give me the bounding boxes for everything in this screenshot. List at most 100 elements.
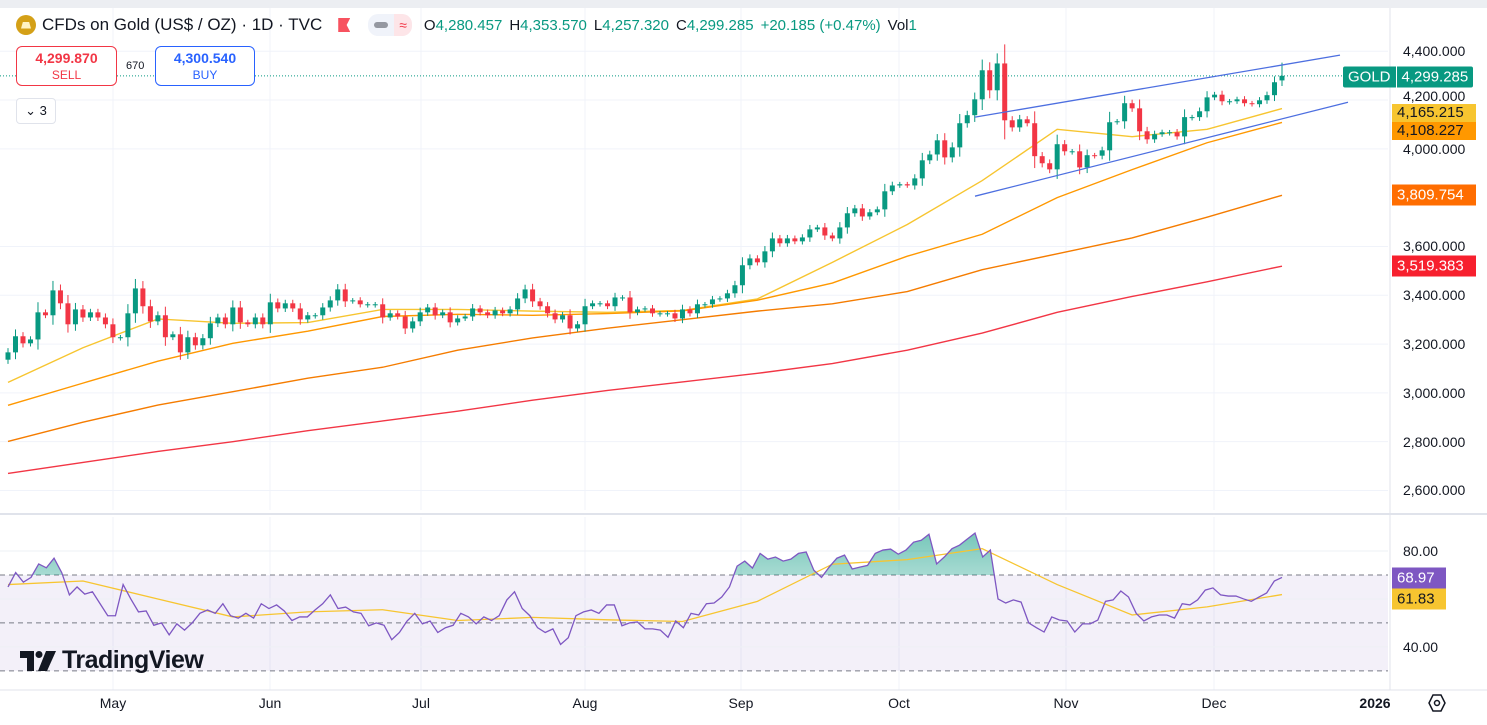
candle bbox=[1249, 100, 1255, 107]
candle bbox=[207, 316, 213, 345]
candle-body bbox=[919, 160, 925, 179]
candle bbox=[769, 232, 775, 258]
candle bbox=[1234, 96, 1240, 104]
candle-body bbox=[1212, 94, 1218, 98]
tradingview-logo[interactable]: TradingView bbox=[20, 646, 204, 675]
candle-body bbox=[35, 312, 41, 340]
candle bbox=[507, 306, 513, 317]
candle-body bbox=[545, 306, 551, 314]
visibility-toggle[interactable]: ≈ bbox=[368, 14, 412, 36]
candle-body bbox=[724, 293, 730, 299]
candle bbox=[994, 53, 1000, 101]
candle-body bbox=[769, 238, 775, 252]
candle-body bbox=[964, 115, 970, 124]
candle-body bbox=[1249, 103, 1255, 105]
candle-body bbox=[1159, 132, 1165, 135]
candle bbox=[50, 280, 56, 325]
price-axis-label: 3,400.000 bbox=[1403, 287, 1466, 304]
candle-body bbox=[305, 315, 311, 320]
candle bbox=[455, 315, 461, 326]
candle-body bbox=[447, 312, 453, 323]
price-axis-label: 2,800.000 bbox=[1403, 433, 1466, 450]
candle-body bbox=[567, 315, 573, 329]
candle-body bbox=[605, 303, 611, 307]
candle bbox=[162, 306, 168, 346]
candle-body bbox=[267, 302, 273, 325]
candle-body bbox=[260, 317, 266, 325]
time-axis-label: May bbox=[99, 695, 127, 711]
flag-icon[interactable] bbox=[338, 18, 351, 32]
candle-body bbox=[125, 313, 131, 338]
candle bbox=[567, 309, 573, 335]
candle bbox=[822, 223, 828, 240]
candle bbox=[1084, 149, 1090, 174]
candle bbox=[5, 348, 11, 364]
candle bbox=[807, 224, 813, 242]
candle bbox=[65, 295, 71, 333]
candle-body bbox=[1137, 108, 1143, 132]
candle-body bbox=[912, 178, 918, 186]
candle-body bbox=[432, 307, 438, 316]
candle bbox=[477, 305, 483, 316]
wave-icon: ≈ bbox=[394, 14, 412, 36]
candle bbox=[1159, 129, 1165, 137]
candle bbox=[410, 317, 416, 333]
candle bbox=[425, 304, 431, 316]
candle bbox=[1279, 62, 1285, 87]
candle bbox=[155, 311, 161, 326]
volume: Vol1 bbox=[887, 16, 917, 34]
candle-body bbox=[1234, 99, 1240, 102]
candle bbox=[1144, 126, 1150, 144]
candle bbox=[649, 304, 655, 317]
candle-body bbox=[927, 154, 933, 161]
candle-body bbox=[402, 316, 408, 329]
candle bbox=[754, 255, 760, 266]
sell-button[interactable]: 4,299.870 SELL bbox=[16, 46, 117, 86]
candle-body bbox=[687, 309, 693, 314]
candle bbox=[874, 206, 880, 216]
candle-body bbox=[1204, 97, 1210, 112]
candle bbox=[222, 313, 228, 329]
moving-average-line-2 bbox=[7, 121, 1283, 406]
candle bbox=[949, 142, 955, 163]
candle bbox=[560, 312, 566, 323]
candle bbox=[42, 309, 48, 319]
settings-icon[interactable] bbox=[1427, 693, 1447, 713]
candle-body bbox=[672, 313, 678, 319]
candle-body bbox=[155, 315, 161, 322]
candle bbox=[612, 292, 618, 311]
moving-average-line-4 bbox=[7, 265, 1283, 475]
ohlc-open: O4,280.457 bbox=[423, 16, 503, 34]
candle bbox=[20, 332, 26, 348]
moving-average-line-1 bbox=[7, 107, 1283, 384]
candle-body bbox=[72, 309, 78, 325]
rsi-value-tag: 68.97 bbox=[1392, 567, 1446, 589]
time-axis-label: Jun bbox=[258, 695, 282, 711]
buy-button[interactable]: 4,300.540 BUY bbox=[155, 46, 255, 86]
candle-body bbox=[462, 316, 468, 319]
candle bbox=[672, 309, 678, 322]
rsi-ma-line bbox=[7, 547, 1283, 623]
indicators-toggle-button[interactable]: ⌄ 3 bbox=[16, 98, 56, 124]
candle-body bbox=[425, 307, 431, 313]
candle-body bbox=[275, 302, 281, 309]
candle-body bbox=[290, 303, 296, 309]
symbol-title[interactable]: CFDs on Gold (US$ / OZ) · 1D · TVC bbox=[42, 15, 323, 34]
candle-body bbox=[200, 338, 206, 346]
candle bbox=[889, 181, 895, 196]
candle-body bbox=[784, 238, 790, 244]
gold-symbol-icon bbox=[16, 15, 36, 35]
candle bbox=[125, 304, 131, 347]
candle bbox=[95, 308, 101, 322]
candle bbox=[1002, 44, 1008, 140]
candle bbox=[335, 284, 341, 306]
indicator-count: 3 bbox=[39, 103, 47, 118]
candle bbox=[87, 308, 93, 322]
candle bbox=[1227, 98, 1233, 105]
candle-body bbox=[365, 304, 371, 306]
candle bbox=[702, 301, 708, 308]
rsi-overbought-fill bbox=[8, 533, 1282, 575]
candle bbox=[1032, 111, 1038, 169]
